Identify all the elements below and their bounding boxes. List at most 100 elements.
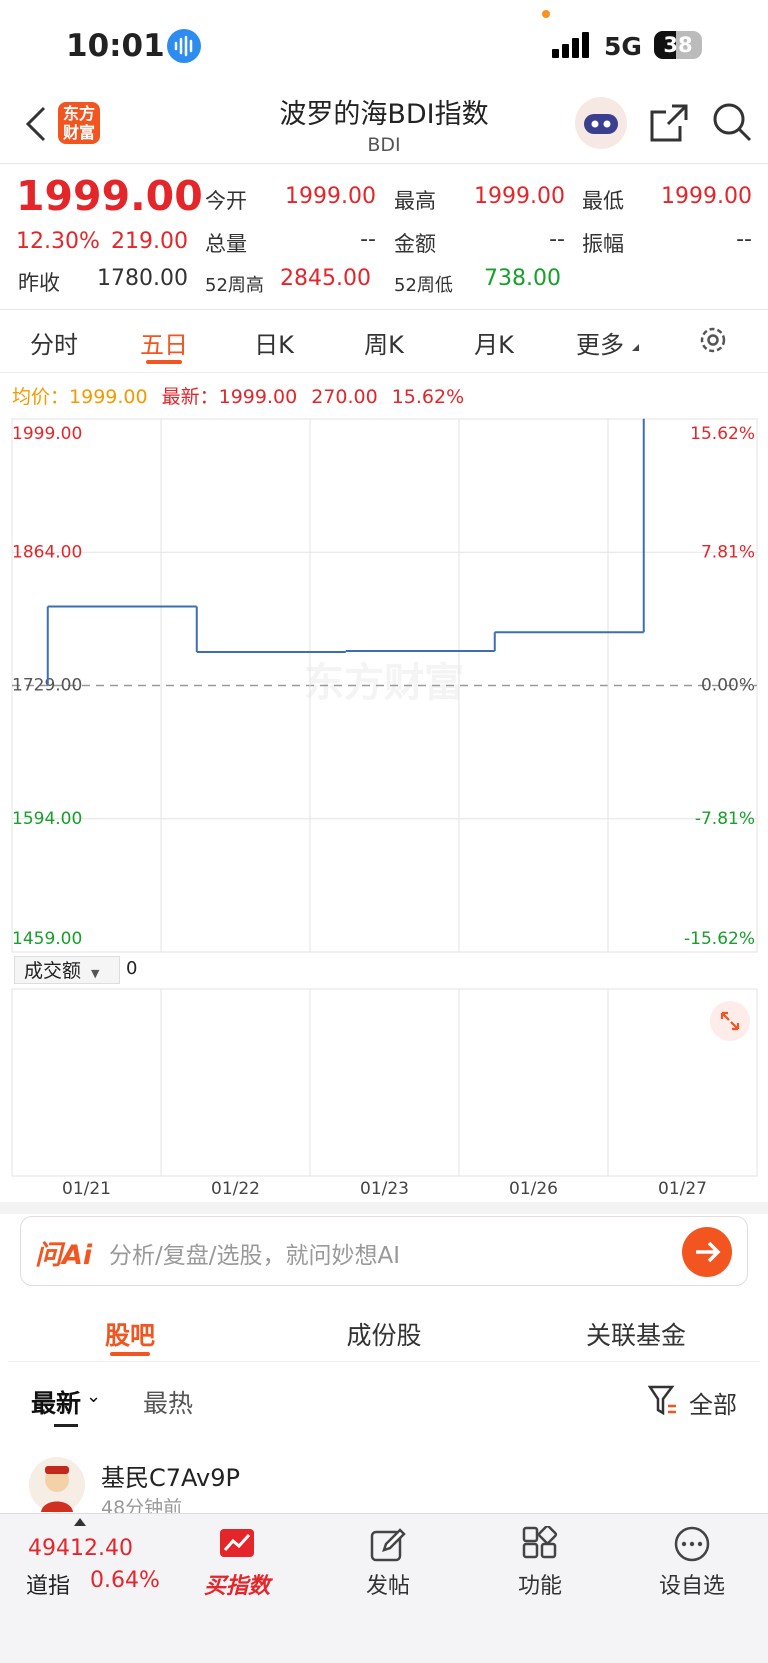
filter[interactable]: 最热 — [143, 1389, 194, 1418]
logo-text: 东方 — [62, 104, 95, 123]
avatar[interactable] — [28, 1456, 86, 1514]
field-label: 最高 — [394, 189, 436, 213]
change: 219.00 — [111, 229, 188, 254]
price-chart: 东方财富1459.001594.001729.001864.001999.00-… — [11, 418, 758, 1199]
field-label: 昨收 — [18, 271, 60, 295]
button-icon[interactable] — [217, 1526, 257, 1562]
y2-tick-label: 7.81% — [701, 542, 755, 562]
latest-change: 270.00 — [311, 386, 378, 408]
post-user[interactable]: 基民C7Av9P — [101, 1464, 240, 1492]
settings-button[interactable] — [698, 325, 728, 355]
signal-icon — [552, 32, 589, 58]
y-tick-label: 1594.00 — [12, 809, 82, 829]
filter-caret: ⌄ — [86, 1386, 102, 1407]
page-code: BDI — [367, 134, 401, 156]
robot-button[interactable] — [574, 96, 628, 150]
share-button[interactable] — [650, 104, 688, 142]
x-tick-label: 01/23 — [360, 1179, 409, 1199]
section-tab[interactable]: 关联基金 — [585, 1321, 686, 1350]
x-tick-label: 01/22 — [211, 1179, 260, 1199]
tab[interactable]: 五日 — [140, 331, 188, 359]
y2-tick-label: 15.62% — [690, 424, 755, 444]
ai-placeholder: 分析/复盘/选股，就问妙想AI — [109, 1243, 401, 1269]
tab[interactable]: 周K — [364, 331, 404, 359]
button-icon[interactable] — [672, 1526, 712, 1562]
ai-logo: 问Ai — [35, 1240, 93, 1271]
post-time: 48分钟前 — [101, 1497, 183, 1513]
voice-icon — [167, 29, 201, 63]
y2-tick-label: -15.62% — [684, 929, 755, 949]
bottom-bar: 49412.40 道指 0.64% 买指数 发帖 功能 设自选 — [0, 1513, 768, 1663]
logo-text: 财富 — [62, 123, 95, 142]
field-label: 52周低 — [394, 275, 453, 296]
field-label: 振幅 — [582, 232, 624, 256]
field-value: 1780.00 — [97, 266, 188, 291]
network: 5G — [604, 32, 642, 61]
filter-all[interactable]: 全部 — [689, 1391, 737, 1419]
index-name: 道指 — [26, 1574, 71, 1599]
y2-tick-label: -7.81% — [695, 809, 755, 829]
volume-value: 0 — [126, 958, 138, 979]
volume-selector-label: 成交额 — [24, 960, 82, 982]
volume-frame — [11, 988, 758, 1177]
tab[interactable]: 日K — [254, 331, 294, 359]
field-label: 今开 — [205, 189, 247, 213]
field-label: 最低 — [582, 189, 624, 213]
bottom-button[interactable]: 发帖 — [365, 1574, 410, 1599]
chart-legend: 均价：1999.00 最新：1999.00 270.00 15.62% — [12, 382, 464, 409]
y-tick-label: 1864.00 — [12, 542, 82, 562]
index-value: 49412.40 — [28, 1536, 133, 1561]
field-value: 1999.00 — [474, 184, 565, 209]
section-tab[interactable]: 成份股 — [346, 1321, 422, 1350]
tab[interactable]: 分时 — [30, 331, 78, 359]
search-button[interactable] — [712, 102, 752, 142]
page-title: 波罗的海BDI指数 — [279, 99, 489, 130]
field-value: -- — [360, 227, 376, 252]
filter-icon[interactable] — [648, 1384, 678, 1416]
divider — [0, 372, 768, 373]
more-caret — [632, 344, 639, 351]
tab[interactable]: 更多 — [576, 331, 624, 359]
field-value: 738.00 — [484, 266, 561, 291]
y-tick-label: 1999.00 — [12, 424, 82, 444]
change-pct: 12.30% — [16, 229, 100, 254]
section-tab[interactable]: 股吧 — [104, 1321, 155, 1350]
tab[interactable]: 月K — [474, 331, 514, 359]
watermark: 东方财富 — [304, 660, 464, 706]
field-value: 2845.00 — [280, 266, 371, 291]
app-logo: 东方 财富 — [58, 102, 100, 144]
dot — [542, 10, 550, 18]
field-value: 1999.00 — [285, 184, 376, 209]
field-value: -- — [549, 227, 565, 252]
y-tick-label: 1459.00 — [12, 929, 82, 949]
filter[interactable]: 最新 — [31, 1389, 82, 1418]
volume-selector[interactable]: 成交额 ▼ — [14, 956, 120, 984]
expand-button[interactable] — [710, 1001, 750, 1041]
avg-value: 1999.00 — [69, 386, 148, 408]
back-button[interactable] — [24, 106, 48, 142]
y2-tick-label: 0.00% — [701, 676, 755, 696]
button-icon[interactable] — [520, 1526, 560, 1562]
field-value: 1999.00 — [661, 184, 752, 209]
button-icon[interactable] — [368, 1526, 408, 1562]
index-pct: 0.64% — [90, 1568, 160, 1593]
price: 1999.00 — [16, 172, 203, 220]
field-label: 52周高 — [205, 275, 264, 296]
section-underline — [110, 1352, 150, 1356]
tab-underline — [146, 360, 182, 364]
divider — [0, 163, 768, 164]
bottom-button[interactable]: 设自选 — [658, 1574, 725, 1599]
avg-label: 均价： — [12, 386, 70, 408]
spacer — [0, 1202, 768, 1214]
x-tick-label: 01/21 — [62, 1179, 111, 1199]
ai-submit[interactable] — [681, 1226, 733, 1278]
latest-label: 最新： — [161, 386, 219, 408]
latest-pct: 15.62% — [391, 386, 465, 408]
ai-search-box[interactable]: 问Ai 分析/复盘/选股，就问妙想AI — [20, 1216, 748, 1286]
bottom-button[interactable]: 功能 — [517, 1574, 562, 1599]
battery-level: 38 — [663, 33, 693, 57]
field-label: 金额 — [394, 232, 436, 256]
filter-underline — [54, 1424, 78, 1427]
bottom-button[interactable]: 买指数 — [203, 1574, 270, 1599]
